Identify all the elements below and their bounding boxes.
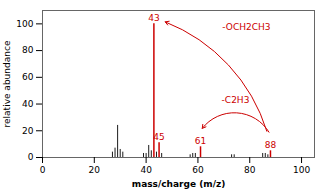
- svg-text:80: 80: [244, 165, 256, 175]
- svg-text:20: 20: [22, 126, 34, 136]
- svg-text:88: 88: [265, 140, 277, 150]
- svg-text:80: 80: [22, 45, 34, 55]
- svg-text:61: 61: [195, 136, 206, 146]
- svg-text:40: 40: [22, 99, 34, 109]
- svg-text:20: 20: [89, 165, 101, 175]
- svg-text:mass/charge (m/z): mass/charge (m/z): [132, 179, 226, 189]
- svg-text:60: 60: [192, 165, 204, 175]
- svg-text:40: 40: [140, 165, 152, 175]
- svg-text:60: 60: [22, 72, 34, 82]
- svg-text:0: 0: [28, 152, 34, 162]
- svg-text:100: 100: [293, 165, 310, 175]
- svg-text:-C2H3: -C2H3: [222, 95, 250, 105]
- svg-text:-OCH2CH3: -OCH2CH3: [222, 22, 270, 32]
- svg-text:43: 43: [148, 13, 159, 23]
- svg-text:0: 0: [40, 165, 46, 175]
- svg-text:45: 45: [153, 132, 164, 142]
- svg-text:relative abundance: relative abundance: [2, 40, 12, 127]
- svg-text:100: 100: [16, 19, 33, 29]
